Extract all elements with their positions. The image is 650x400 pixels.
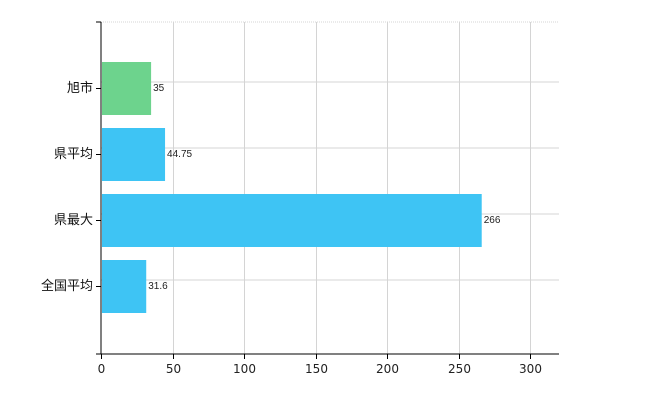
x-tick-label: 0 [98, 362, 106, 376]
value-label: 31.6 [148, 281, 168, 292]
bar [102, 194, 482, 247]
value-label: 35 [153, 83, 165, 94]
value-label: 266 [484, 215, 501, 226]
axes [96, 21, 559, 359]
bar [102, 62, 152, 115]
grid-lines [101, 21, 559, 354]
value-label: 44.75 [167, 149, 192, 160]
x-tick-label: 50 [166, 362, 181, 376]
x-tick-label: 200 [376, 362, 399, 376]
bar [102, 260, 147, 313]
category-label: 県平均 [54, 147, 93, 162]
bar [102, 128, 166, 181]
x-tick-label: 100 [233, 362, 256, 376]
category-label: 全国平均 [41, 278, 93, 294]
x-tick-label: 250 [448, 362, 471, 376]
x-tick-label: 300 [519, 362, 542, 376]
labels: 旭市 35 県平均 44.75 県最大 266 全国平均 31.6 0 50 100 150 200 25… [41, 80, 542, 376]
bars [102, 62, 482, 313]
category-label: 県最大 [54, 213, 93, 228]
x-tick-label: 150 [305, 362, 328, 376]
category-label: 旭市 [67, 80, 93, 96]
